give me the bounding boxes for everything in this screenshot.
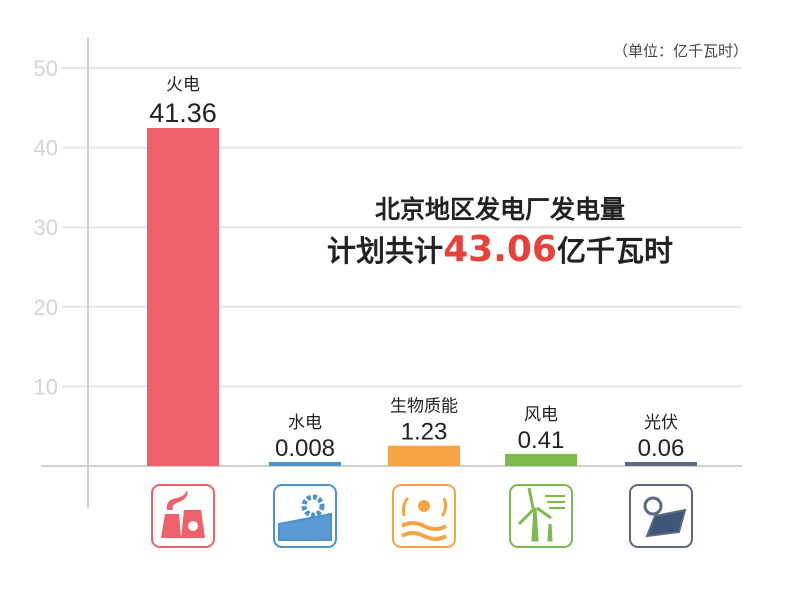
hydro-dam-icon <box>273 484 337 548</box>
value-label: 0.06 <box>638 435 685 462</box>
nuclear-plant-icon <box>151 484 215 548</box>
bar <box>625 462 697 466</box>
category-label: 风电 <box>524 405 558 425</box>
dam <box>278 512 332 541</box>
y-tick-label: 20 <box>34 295 58 320</box>
bar <box>269 462 341 466</box>
y-tick-label: 30 <box>34 215 58 240</box>
headline-suffix: 亿千瓦时 <box>556 234 673 268</box>
bar <box>505 453 577 466</box>
value-label: 41.36 <box>149 98 217 128</box>
value-label: 0.008 <box>275 435 335 462</box>
y-tick-label: 40 <box>34 136 58 161</box>
category-label: 火电 <box>166 75 200 95</box>
category-label: 水电 <box>288 413 322 433</box>
smoke <box>166 490 188 510</box>
category-label: 生物质能 <box>390 397 458 417</box>
category-label: 光伏 <box>644 413 678 433</box>
biomass-icon <box>392 484 456 548</box>
headline-line2: 计划共计43.06亿千瓦时 <box>300 228 700 270</box>
cooling-tower <box>161 510 205 538</box>
headline-prefix: 计划共计 <box>327 234 444 268</box>
solar-panel-icon <box>629 484 693 548</box>
bar <box>147 128 219 466</box>
sun <box>418 500 430 512</box>
panel <box>645 508 687 538</box>
turbine <box>517 487 553 542</box>
value-label: 1.23 <box>401 419 448 446</box>
wind-turbine-icon <box>509 484 573 548</box>
icon-frame <box>509 484 573 548</box>
radiation-symbol <box>188 521 198 531</box>
y-tick-label: 10 <box>34 374 58 399</box>
y-tick-label: 50 <box>34 56 58 81</box>
gear <box>301 494 325 518</box>
sun <box>643 496 663 516</box>
waves <box>400 521 448 541</box>
bar <box>388 445 460 466</box>
headline-total: 43.06 <box>443 229 557 270</box>
value-label: 0.41 <box>518 427 565 454</box>
arrows <box>402 496 448 517</box>
unit-label: （单位：亿千瓦时） <box>612 42 748 60</box>
headline-line1: 北京地区发电厂发电量 <box>374 195 625 224</box>
wind-lines <box>545 495 565 509</box>
